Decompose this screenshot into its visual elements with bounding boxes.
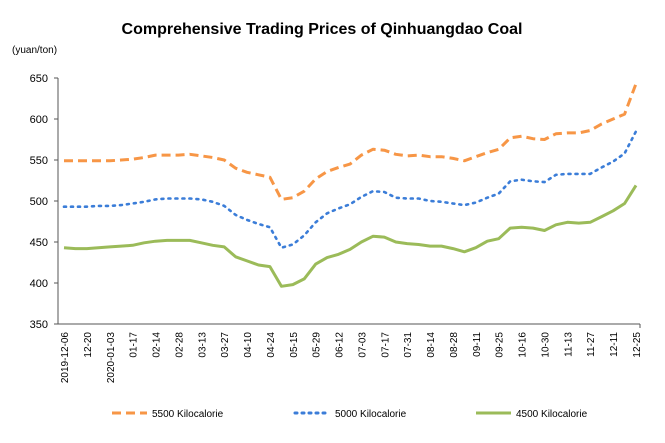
legend-label: 4500 Kilocalorie [516,409,588,420]
y-tick-label: 500 [30,196,48,208]
series-line-4500 [63,184,638,288]
x-tick-label: 07-17 [380,332,391,358]
legend-label: 5000 Kilocalorie [335,409,407,420]
x-tick-label: 11-27 [586,332,597,357]
x-tick-label: 07-31 [403,332,414,358]
legend-item: 5500 Kilocalorie [112,409,224,420]
x-tick-label: 02-14 [152,332,163,358]
x-tick-label: 04-10 [243,332,254,358]
y-tick-label: 400 [30,278,48,290]
x-tick-label: 07-03 [357,332,368,358]
x-tick-label: 11-13 [563,332,574,357]
x-tick-label: 03-27 [220,332,231,358]
x-tick-label: 04-24 [266,332,277,358]
x-tick-label: 05-15 [289,332,300,358]
x-tick-label: 08-14 [426,332,437,358]
x-tick-label: 12-11 [609,332,620,357]
x-tick-label: 08-28 [449,332,460,358]
y-tick-label: 550 [30,155,48,167]
x-tick-label: 10-16 [518,332,529,358]
y-axis-label: (yuan/ton) [12,45,57,56]
x-tick-label: 12-20 [83,332,94,358]
y-tick-label: 600 [30,114,48,126]
x-tick-label: 06-12 [335,332,346,358]
x-tick-label: 03-13 [197,332,208,358]
x-tick-label: 12-25 [632,332,643,358]
legend-item: 5000 Kilocalorie [293,409,407,420]
y-tick-label: 450 [30,237,48,249]
y-tick-label: 350 [30,319,48,331]
x-tick-label: 01-17 [129,332,140,358]
x-tick-label: 02-28 [174,332,185,358]
x-tick-label: 05-29 [312,332,323,358]
series-line-5000 [62,130,638,249]
x-tick-label: 10-30 [540,332,551,358]
series-line-5500 [64,83,638,201]
x-tick-label: 2019-12-06 [60,332,71,384]
legend-item: 4500 Kilocalorie [476,409,588,420]
chart-title: Comprehensive Trading Prices of Qinhuang… [122,21,523,38]
x-tick-label: 09-25 [495,332,506,358]
y-tick-label: 650 [30,73,48,85]
legend-label: 5500 Kilocalorie [152,409,224,420]
x-tick-label: 2020-01-03 [106,332,117,384]
x-tick-label: 09-11 [472,332,483,357]
